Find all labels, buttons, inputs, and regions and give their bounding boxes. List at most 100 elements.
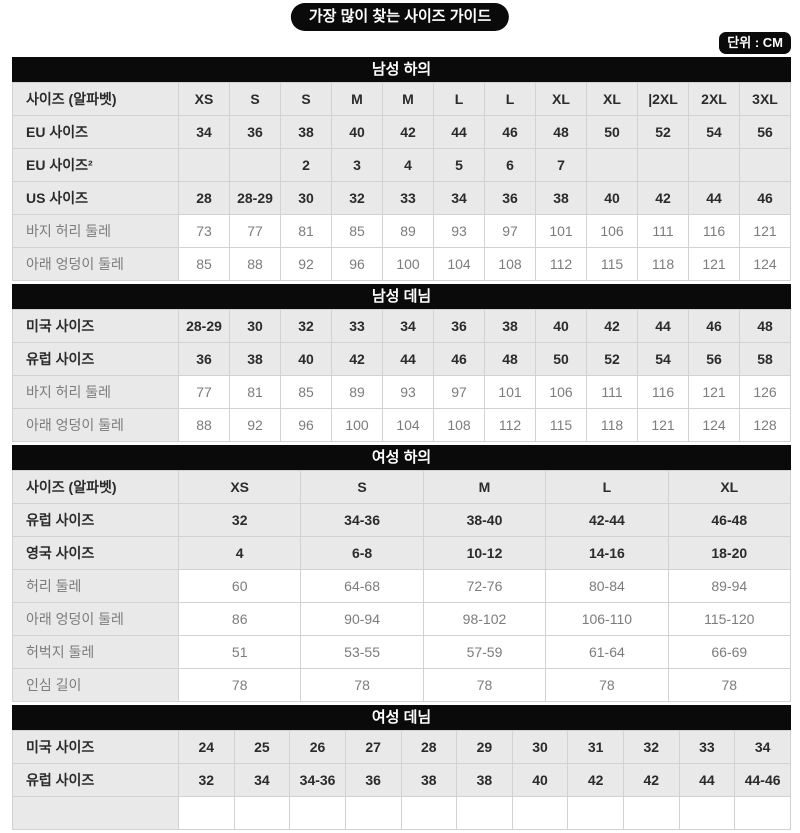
table-cell: XS bbox=[178, 82, 230, 116]
table-cell bbox=[734, 796, 791, 830]
size-table: 여성 데님 미국 사이즈 24 25 26 27 28 29 30 31 32 33 34 유럽 사이즈 3… bbox=[12, 705, 791, 830]
table-cell: 115-120 bbox=[667, 602, 792, 636]
size-table: 여성 하의 사이즈 (알파벳) XS S M L XL 유럽 사이즈 32 34-36 38-40 4… bbox=[12, 445, 792, 702]
table-cell bbox=[637, 148, 689, 182]
table-cell: 40 bbox=[511, 763, 569, 797]
unit-badge: 단위 : CM bbox=[719, 32, 791, 54]
table-cell bbox=[229, 148, 281, 182]
row-label: EU 사이즈 bbox=[12, 115, 179, 149]
table-title-bar: 남성 하의 bbox=[12, 57, 791, 82]
table-row: 영국 사이즈 4 6-8 10-12 14-16 18-20 bbox=[12, 536, 792, 570]
table-cell: 42 bbox=[637, 181, 689, 215]
table-cell: 78 bbox=[177, 668, 302, 702]
row-label: 바지 허리 둘레 bbox=[12, 375, 179, 409]
table-cell: 116 bbox=[688, 214, 740, 248]
table-cell: 85 bbox=[178, 247, 230, 281]
table-cell: 121 bbox=[688, 375, 740, 409]
table-row: 허리 둘레 60 64-68 72-76 80-84 89-94 bbox=[12, 569, 792, 603]
table-cell: 46 bbox=[688, 309, 740, 343]
row-label: 유럽 사이즈 bbox=[12, 503, 179, 537]
table-cell: 78 bbox=[422, 668, 547, 702]
table-row: 유럽 사이즈 32 34-36 38-40 42-44 46-48 bbox=[12, 503, 792, 537]
table-cell: 116 bbox=[637, 375, 689, 409]
table-cell: 48 bbox=[484, 342, 536, 376]
table-cell: 30 bbox=[280, 181, 332, 215]
table-cell: 32 bbox=[623, 730, 680, 764]
table-cell: 2 bbox=[280, 148, 332, 182]
table-cell bbox=[400, 796, 458, 830]
table-cell: 61-64 bbox=[545, 635, 669, 669]
table-cell: 88 bbox=[229, 247, 281, 281]
table-cell: 104 bbox=[382, 408, 434, 442]
table-row: 아래 엉덩이 둘레 86 90-94 98-102 106-110 115-120 bbox=[12, 602, 792, 636]
table-cell: 38-40 bbox=[422, 503, 547, 537]
row-label: 인심 길이 bbox=[12, 668, 179, 702]
table-cell: 101 bbox=[484, 375, 536, 409]
table-row: 유럽 사이즈 36 38 40 42 44 46 48 50 52 54 56 58 bbox=[12, 342, 791, 376]
table-cell: 40 bbox=[331, 115, 383, 149]
table-cell: 97 bbox=[433, 375, 485, 409]
table-cell: L bbox=[433, 82, 485, 116]
table-cell: 38 bbox=[400, 763, 458, 797]
table-cell: 57-59 bbox=[422, 635, 547, 669]
table-cell: 50 bbox=[586, 115, 638, 149]
table-cell: 42-44 bbox=[545, 503, 669, 537]
table-cell: 3XL bbox=[739, 82, 791, 116]
row-label: EU 사이즈² bbox=[12, 148, 179, 182]
row-label: 사이즈 (알파벳) bbox=[12, 82, 179, 116]
table-cell: 97 bbox=[484, 214, 536, 248]
table-cell: 38 bbox=[456, 763, 513, 797]
table-row bbox=[12, 796, 791, 830]
table-cell: 60 bbox=[177, 569, 302, 603]
table-cell: 128 bbox=[739, 408, 791, 442]
table-cell: 32 bbox=[331, 181, 383, 215]
table-cell: 4 bbox=[177, 536, 302, 570]
table-cell bbox=[623, 796, 680, 830]
table-cell bbox=[739, 148, 791, 182]
table-cell: 106 bbox=[586, 214, 638, 248]
table-cell: 100 bbox=[331, 408, 383, 442]
table-cell: 51 bbox=[177, 635, 302, 669]
table-cell: 28 bbox=[400, 730, 458, 764]
table-cell: 34 bbox=[233, 763, 291, 797]
table-cell: S bbox=[229, 82, 281, 116]
table-cell: 40 bbox=[280, 342, 332, 376]
row-label: 바지 허리 둘레 bbox=[12, 214, 179, 248]
table-cell: 18-20 bbox=[667, 536, 792, 570]
table-cell: 101 bbox=[535, 214, 587, 248]
table-cell: 40 bbox=[586, 181, 638, 215]
table-cell: 34 bbox=[433, 181, 485, 215]
table-cell: 77 bbox=[178, 375, 230, 409]
table-cell bbox=[233, 796, 291, 830]
table-cell: 34 bbox=[734, 730, 791, 764]
row-label: 아래 엉덩이 둘레 bbox=[12, 247, 179, 281]
table-cell bbox=[678, 796, 736, 830]
table-cell: 81 bbox=[229, 375, 281, 409]
table-cell: 42 bbox=[382, 115, 434, 149]
table-cell: 26 bbox=[289, 730, 346, 764]
row-label: 미국 사이즈 bbox=[12, 309, 179, 343]
table-cell: 108 bbox=[433, 408, 485, 442]
table-cell: 93 bbox=[382, 375, 434, 409]
table-cell: 31 bbox=[567, 730, 624, 764]
table-cell: 36 bbox=[178, 342, 230, 376]
table-cell bbox=[688, 148, 740, 182]
table-cell bbox=[567, 796, 624, 830]
table-cell: 36 bbox=[229, 115, 281, 149]
table-row: 아래 엉덩이 둘레 85 88 92 96 100 104 108 112 115 118 121 12… bbox=[12, 247, 791, 281]
table-cell: 54 bbox=[637, 342, 689, 376]
table-cell: 52 bbox=[637, 115, 689, 149]
table-cell: 96 bbox=[331, 247, 383, 281]
table-row: US 사이즈 28 28-29 30 32 33 34 36 38 40 42 44 46 bbox=[12, 181, 791, 215]
table-cell: 98-102 bbox=[422, 602, 547, 636]
table-cell: 32 bbox=[280, 309, 332, 343]
table-cell: 81 bbox=[280, 214, 332, 248]
table-cell: 44 bbox=[382, 342, 434, 376]
table-cell: 6-8 bbox=[300, 536, 424, 570]
size-table: 남성 데님 미국 사이즈 28-29 30 32 33 34 36 38 40 42 44 46 48 유럽… bbox=[12, 284, 791, 442]
table-cell: 121 bbox=[688, 247, 740, 281]
table-cell: 118 bbox=[586, 408, 638, 442]
table-cell: 44 bbox=[688, 181, 740, 215]
table-cell: 29 bbox=[456, 730, 513, 764]
table-cell: 106 bbox=[535, 375, 587, 409]
